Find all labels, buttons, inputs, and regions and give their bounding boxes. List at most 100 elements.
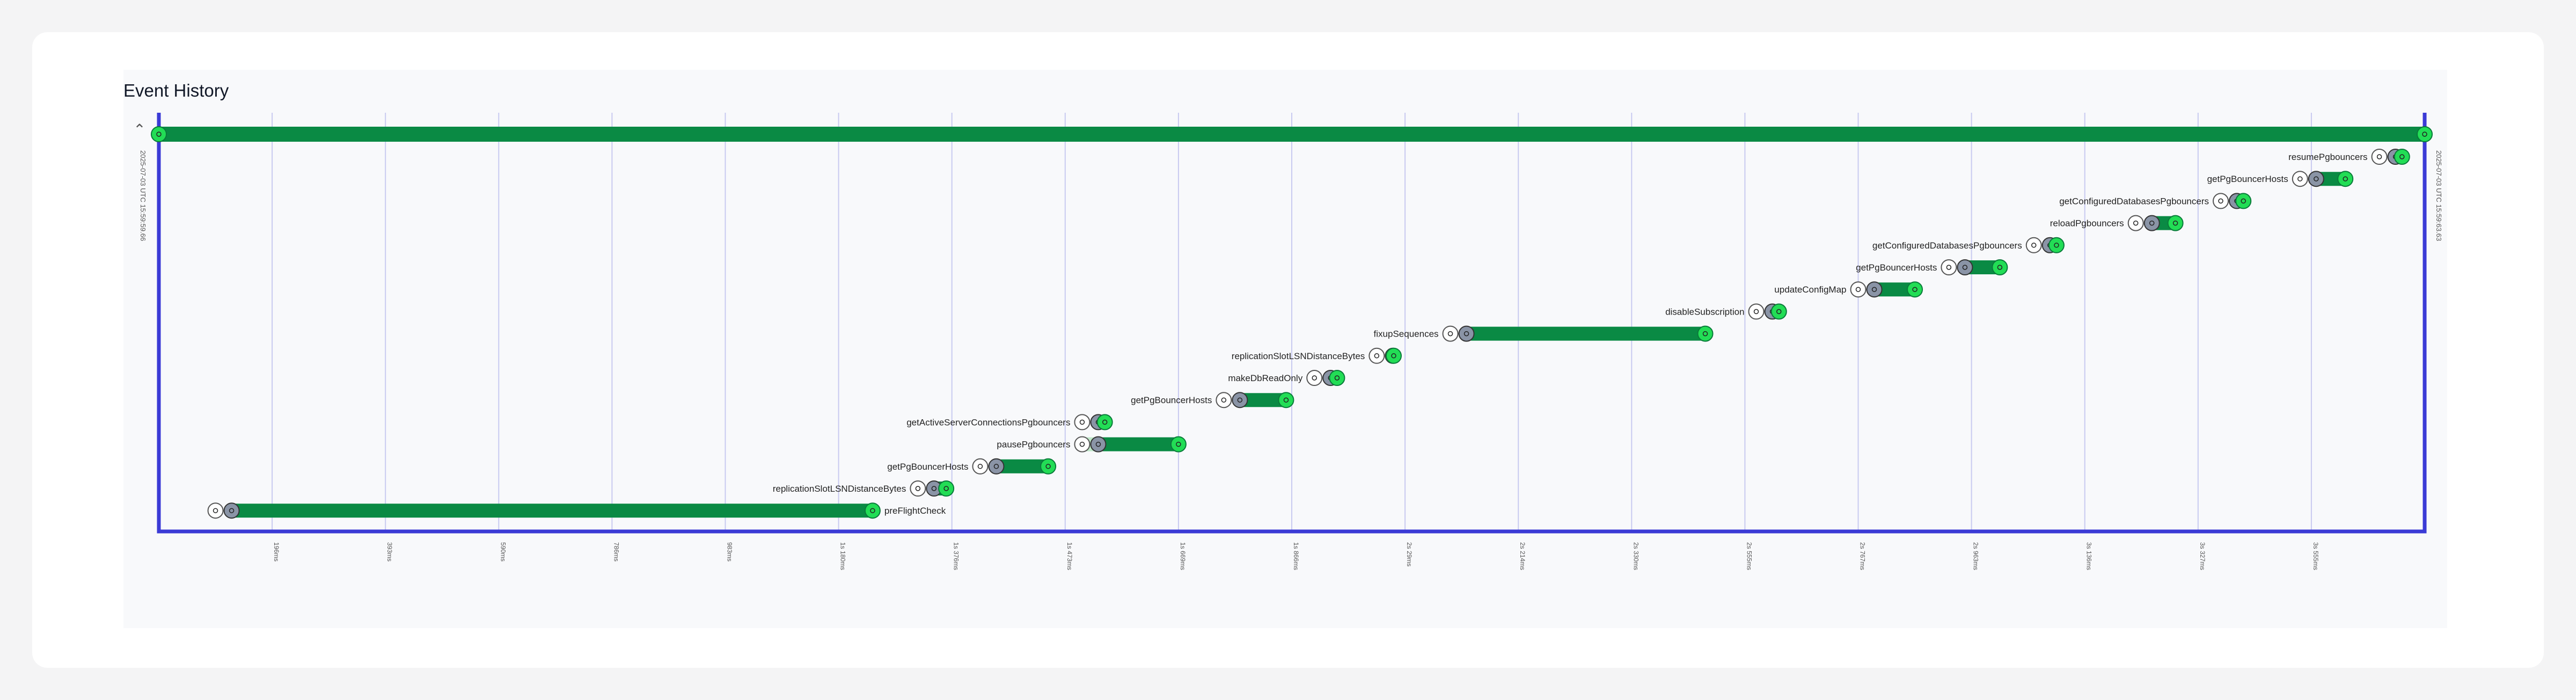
event-end-marker [1697,325,1714,342]
overall-start-marker [151,126,167,142]
event-label: resumePgbouncers [2288,152,2367,162]
event-label: getPgBouncerHosts [1131,395,1212,405]
overall-end-marker [2417,126,2433,142]
event-end-marker-dot [1334,375,1340,381]
x-tick-label: 2s 29ms [1406,542,1413,566]
event-end-marker [938,480,955,497]
event-end-marker [1907,281,1923,298]
event-start-marker [1368,347,1385,364]
event-start-marker-dot [1946,265,1952,270]
x-tick-label: 2s 555ms [1745,542,1753,570]
event-start-marker [2127,215,2144,231]
event-start-marker [972,458,989,475]
event-start-marker-dot [2218,198,2223,204]
event-start-marker-dot [1447,331,1453,337]
event-label: getConfiguredDatabasesPgbouncers [1872,240,2022,251]
event-mid-marker [2143,215,2160,231]
event-mid-marker-dot [2149,220,2155,226]
x-tick-label: 2s 767ms [1859,542,1867,570]
event-mid-marker-dot [1962,265,1968,270]
event-start-marker [1748,303,1765,320]
event-end-marker-dot [2054,243,2059,248]
event-mid-marker [223,502,240,519]
event-start-marker [2292,171,2308,187]
event-end-marker [2235,193,2252,209]
x-tick-label: 3s 555ms [2312,542,2319,570]
event-label: preFlightCheck [884,506,946,516]
x-tick-label: 1s 180ms [839,542,847,570]
end-timestamp: 2025-07-03 UTC 15:59:63.63 [2435,150,2443,241]
event-end-marker-dot [2399,154,2405,159]
event-end-marker [2394,149,2410,165]
event-label: updateConfigMap [1774,285,1846,295]
event-end-marker [2167,215,2184,231]
event-mid-marker-dot [229,508,235,513]
event-end-marker-dot [2172,220,2178,226]
chart-panel [123,70,2447,628]
event-label: getPgBouncerHosts [1856,262,1937,273]
event-end-marker-dot [1776,309,1782,315]
event-mid-marker [988,458,1005,475]
event-end-marker [1096,414,1113,431]
event-end-marker-dot [1176,441,1181,447]
event-end-marker [2048,237,2065,253]
event-mid-marker [1232,392,1248,409]
event-start-marker-dot [1221,397,1227,403]
event-end-marker-dot [1912,287,1918,292]
event-start-marker-dot [1374,353,1380,359]
event-end-marker-dot [2241,198,2246,204]
event-end-marker [1770,303,1787,320]
event-start-marker [2213,193,2229,209]
event-label: reloadPgbouncers [2050,218,2124,229]
event-mid-marker-dot [1871,287,1877,292]
event-start-marker-dot [2376,154,2382,159]
event-start-marker [1850,281,1867,298]
event-label: getPgBouncerHosts [2207,174,2288,184]
chart-frame [157,113,2427,534]
x-tick-label: 2s 214ms [1519,542,1526,570]
event-end-marker-dot [1702,331,1708,337]
event-label: disableSubscription [1665,307,1744,317]
event-mid-marker-dot [1463,331,1469,337]
event-end-marker [864,502,881,519]
event-start-marker [1074,436,1091,453]
event-mid-marker-dot [1237,397,1243,403]
event-start-marker-dot [1753,309,1759,315]
event-start-marker [1306,370,1323,386]
event-label: replicationSlotLSNDistanceBytes [773,484,906,494]
event-start-marker-dot [2133,220,2139,226]
event-label: getActiveServerConnectionsPgbouncers [906,417,1070,427]
event-mid-marker-dot [931,486,937,491]
page-title: Event History [123,81,229,100]
event-start-marker-dot [977,464,983,469]
event-end-marker [1385,347,1402,364]
event-end-marker [1278,392,1294,409]
event-mid-marker [1866,281,1883,298]
event-start-marker-dot [2031,243,2037,248]
event-start-marker-dot [2297,176,2303,181]
x-tick-label: 196ms [273,542,280,562]
event-label: getPgBouncerHosts [887,462,968,472]
x-tick-label: 3s 327ms [2199,542,2206,570]
event-start-marker [207,502,224,519]
event-start-marker [2025,237,2042,253]
event-start-marker-dot [1079,441,1085,447]
event-label: pausePgbouncers [997,440,1070,450]
chevron-up-icon[interactable]: ⌃ [133,121,146,138]
x-tick-label: 1s 376ms [953,542,960,570]
event-label: fixupSequences [1374,329,1439,339]
event-start-marker [1941,259,1957,275]
event-label: replicationSlotLSNDistanceBytes [1232,351,1365,361]
event-start-marker-dot [1312,375,1317,381]
event-mid-marker-dot [2314,176,2319,181]
event-start-marker [1074,414,1091,431]
event-mid-marker-dot [993,464,999,469]
event-end-marker-dot [1283,397,1289,403]
x-tick-label: 1s 669ms [1179,542,1187,570]
event-end-marker [1992,259,2008,275]
event-label: getConfiguredDatabasesPgbouncers [2059,196,2209,206]
x-tick-label: 590ms [499,542,507,562]
start-timestamp: 2025-07-03 UTC 15:59:59.66 [139,150,147,241]
event-mid-marker [1090,436,1107,453]
event-mid-marker-dot [1095,441,1101,447]
